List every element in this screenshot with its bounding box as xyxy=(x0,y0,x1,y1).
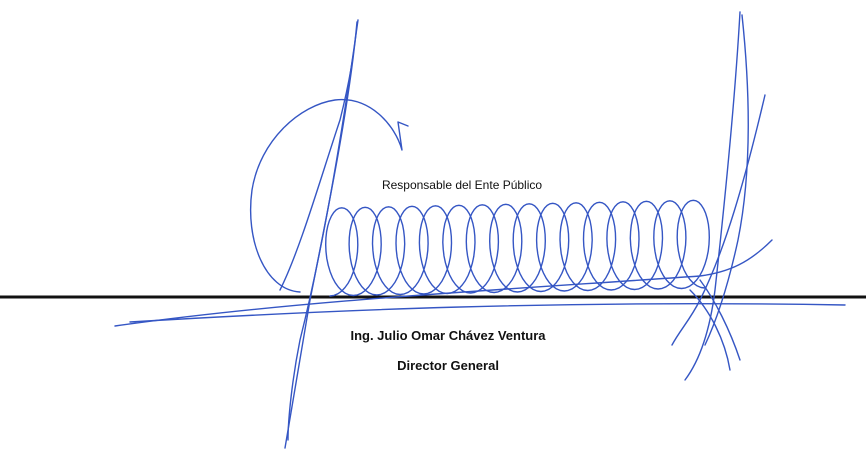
signature-stroke xyxy=(685,12,740,380)
signature-stroke xyxy=(130,304,845,322)
signature-stroke xyxy=(288,20,358,440)
signer-position: Director General xyxy=(397,358,499,373)
signature-stroke xyxy=(280,22,357,448)
signature-stroke xyxy=(251,100,408,292)
signature-drawing xyxy=(0,0,866,453)
signature-coil xyxy=(326,200,710,296)
signature-stroke xyxy=(672,95,765,345)
page: Firma {"signature": {"role": "Responsabl… xyxy=(0,0,866,453)
document: Responsable del Ente Público Ing. Julio … xyxy=(0,0,866,453)
signer-role: Responsable del Ente Público xyxy=(382,178,542,192)
signer-name: Ing. Julio Omar Chávez Ventura xyxy=(350,328,545,343)
